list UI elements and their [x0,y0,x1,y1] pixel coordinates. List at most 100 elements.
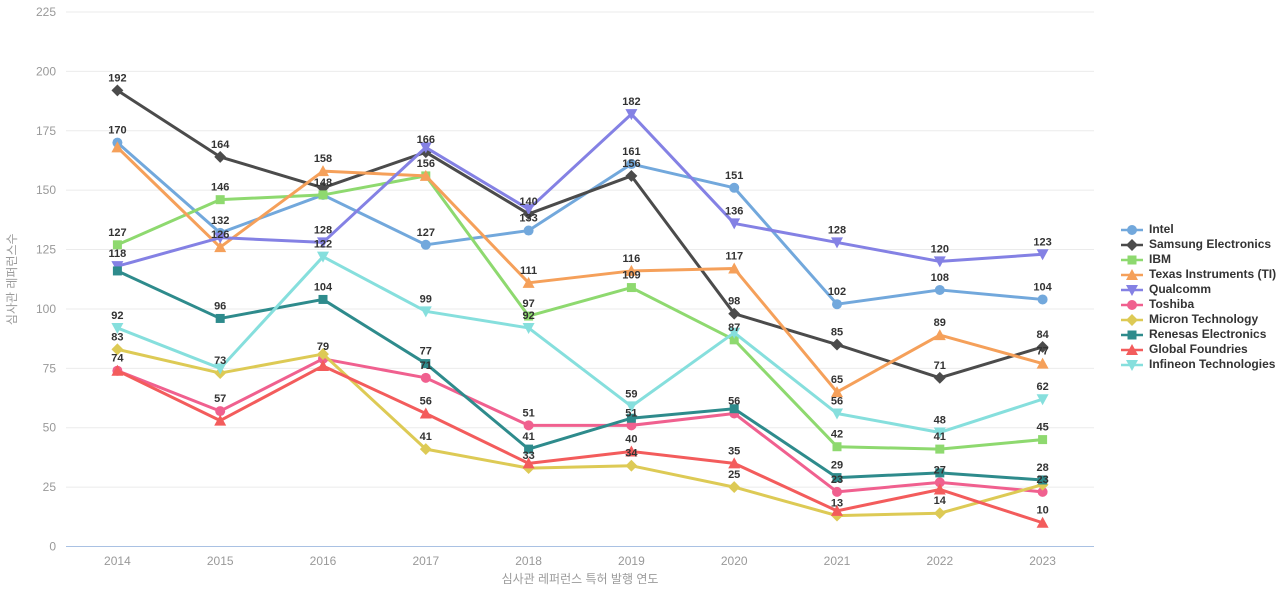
legend-item-renesas-electronics[interactable]: Renesas Electronics [1120,327,1278,342]
data-label-global-foundries: 40 [625,433,637,445]
data-label-micron-technology: 41 [420,431,432,443]
infineon-technologies-series-marker-icon [1121,359,1143,371]
data-label-toshiba: 23 [1036,474,1048,486]
data-label-qualcomm: 182 [622,96,640,108]
data-label-micron-technology: 14 [934,495,947,507]
data-label-ibm: 97 [522,298,534,310]
data-label-renesas-electronics: 28 [1036,462,1048,474]
legend-item-toshiba[interactable]: Toshiba [1120,297,1278,312]
data-label-texas-instruments-ti: 89 [934,317,946,329]
data-label-micron-technology: 33 [522,450,534,462]
data-label-micron-technology: 73 [214,355,226,367]
data-label-samsung-electronics: 164 [211,139,230,151]
legend-item-global-foundries[interactable]: Global Foundries [1120,342,1278,357]
data-label-samsung-electronics: 98 [728,296,740,308]
x-tick-label: 2018 [515,554,542,568]
data-label-qualcomm: 123 [1033,236,1051,248]
data-label-toshiba: 51 [522,407,534,419]
data-label-qualcomm: 120 [931,243,949,255]
data-label-qualcomm: 118 [109,248,127,260]
legend-label: Texas Instruments (TI) [1149,267,1277,281]
data-label-toshiba: 23 [831,474,843,486]
data-label-texas-instruments-ti: 111 [520,265,537,277]
data-label-ibm: 146 [211,182,229,194]
y-axis-title: 심사관 레퍼런스수 [5,233,19,325]
data-label-infineon-technologies: 62 [1036,381,1048,393]
y-tick-label: 75 [43,361,57,375]
series-texas-instruments-ti [111,141,1049,398]
data-label-intel: 127 [417,227,435,239]
x-tick-label: 2014 [104,554,131,568]
data-label-ibm: 42 [831,429,843,441]
data-label-texas-instruments-ti: 126 [211,229,229,241]
data-label-ibm: 87 [728,322,740,334]
data-label-samsung-electronics: 71 [934,360,946,372]
data-label-intel: 170 [108,125,126,137]
ibm-series-marker-icon [1121,255,1143,264]
data-label-toshiba: 71 [420,360,432,372]
data-label-intel: 161 [622,146,640,158]
data-label-texas-instruments-ti: 65 [831,374,843,386]
series-infineon-technologies [111,251,1049,439]
series-renesas-electronics [112,266,1048,485]
data-label-intel: 133 [519,213,537,225]
data-label-global-foundries: 35 [728,445,740,457]
data-label-toshiba: 27 [934,464,946,476]
legend-item-samsung-electronics[interactable]: Samsung Electronics [1120,237,1278,252]
x-tick-label: 2023 [1029,554,1056,568]
data-label-renesas-electronics: 41 [522,431,534,443]
data-label-qualcomm: 136 [725,205,743,217]
legend-item-intel[interactable]: Intel [1120,222,1278,237]
legend-label: Qualcomm [1149,282,1212,296]
data-label-toshiba: 74 [111,353,124,365]
qualcomm-series-marker-icon [1121,284,1143,296]
data-label-global-foundries: 56 [420,395,432,407]
data-label-micron-technology: 13 [831,498,843,510]
legend-label: Micron Technology [1149,312,1259,326]
data-label-micron-technology: 83 [111,331,123,343]
data-label-toshiba: 57 [214,393,226,405]
intel-series-marker-icon [1121,224,1143,235]
data-label-samsung-electronics: 156 [622,158,640,170]
data-label-texas-instruments-ti: 77 [1036,346,1048,358]
data-label-micron-technology: 25 [728,469,740,481]
data-label-ibm: 127 [108,227,126,239]
x-tick-label: 2015 [207,554,234,568]
global-foundries-series-marker-icon [1121,343,1143,355]
texas-instruments-ti-series-marker-icon [1121,268,1143,280]
data-label-qualcomm: 128 [828,224,846,236]
data-label-ibm: 41 [934,431,946,443]
legend-item-infineon-technologies[interactable]: Infineon Technologies [1120,357,1278,372]
legend-item-texas-instruments-ti[interactable]: Texas Instruments (TI) [1120,267,1278,282]
data-label-renesas-electronics: 77 [420,346,432,358]
legend-label: IBM [1149,252,1171,266]
data-label-toshiba: 79 [317,341,329,353]
legend-item-ibm[interactable]: IBM [1120,252,1278,267]
y-tick-label: 125 [36,243,56,257]
data-label-texas-instruments-ti: 117 [725,251,743,263]
y-tick-label: 50 [43,421,57,435]
series-samsung-electronics [111,84,1049,384]
samsung-electronics-series-marker-icon [1121,238,1143,251]
data-label-intel: 104 [1033,281,1052,293]
legend-item-qualcomm[interactable]: Qualcomm [1120,282,1278,297]
x-tick-label: 2019 [618,554,645,568]
series-global-foundries [111,359,1049,528]
data-label-renesas-electronics: 104 [314,281,333,293]
data-label-ibm: 45 [1036,422,1048,434]
data-label-infineon-technologies: 48 [934,414,946,426]
y-tick-label: 0 [49,540,56,554]
legend-label: Intel [1149,222,1174,236]
x-tick-label: 2020 [721,554,748,568]
data-label-ibm: 109 [622,270,640,282]
data-label-infineon-technologies: 56 [831,395,843,407]
data-label-infineon-technologies: 92 [522,310,534,322]
data-label-samsung-electronics: 166 [417,134,435,146]
legend-item-micron-technology[interactable]: Micron Technology [1120,312,1278,327]
legend-label: Infineon Technologies [1149,357,1276,371]
y-tick-label: 25 [43,480,57,494]
data-label-toshiba: 56 [728,395,740,407]
data-label-infineon-technologies: 99 [420,293,432,305]
data-label-global-foundries: 10 [1036,505,1048,517]
